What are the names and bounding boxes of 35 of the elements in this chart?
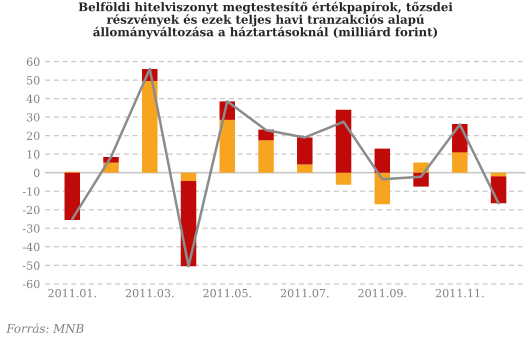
- bar: [490, 172, 506, 176]
- x-tick-label: 2011.11.: [436, 288, 484, 298]
- y-tick-label: 0: [34, 168, 40, 178]
- y-tick-label: 40: [26, 94, 40, 103]
- y-tick-label: -50: [22, 261, 40, 270]
- x-tick-label: 2011.05.: [203, 288, 251, 298]
- x-tick-label: 2011.09.: [358, 288, 406, 298]
- x-tick-label: 2011.03.: [126, 288, 174, 298]
- bar: [452, 152, 468, 173]
- y-tick-label: 10: [27, 150, 40, 159]
- bar: [374, 172, 390, 204]
- bar: [258, 140, 274, 173]
- y-tick-label: 20: [26, 132, 40, 140]
- y-tick-label: 50: [27, 76, 40, 84]
- bar: [64, 172, 80, 220]
- bar: [336, 172, 352, 185]
- y-tick-label: 30: [26, 113, 40, 122]
- text: Forrás: MNB: [6, 323, 84, 333]
- x-tick-label: 2011.01.: [48, 288, 96, 298]
- bar: [142, 81, 158, 173]
- y-tick-label: -60: [22, 280, 40, 288]
- line-series: [71, 68, 500, 268]
- bar: [336, 110, 352, 173]
- chart-title: Belföldi hitelviszonyt megtestesítő értékpapírok, tőzsdei részvények és ezek teljes havi tranzakciós alapú állományváltozása a háztartásoknál (milliárd forint): [78, 2, 453, 39]
- bar: [374, 148, 390, 173]
- y-tick-label: -40: [22, 242, 40, 252]
- y-tick-label: -30: [22, 224, 40, 233]
- bar: [220, 120, 236, 173]
- bar: [297, 138, 313, 164]
- bar: [297, 164, 313, 173]
- y-tick-label: -10: [22, 187, 40, 196]
- x-tick-label: 2011.07.: [280, 288, 328, 298]
- y-tick-label: 60: [26, 58, 40, 66]
- y-tick-label: -20: [22, 206, 40, 214]
- bar: [180, 172, 196, 182]
